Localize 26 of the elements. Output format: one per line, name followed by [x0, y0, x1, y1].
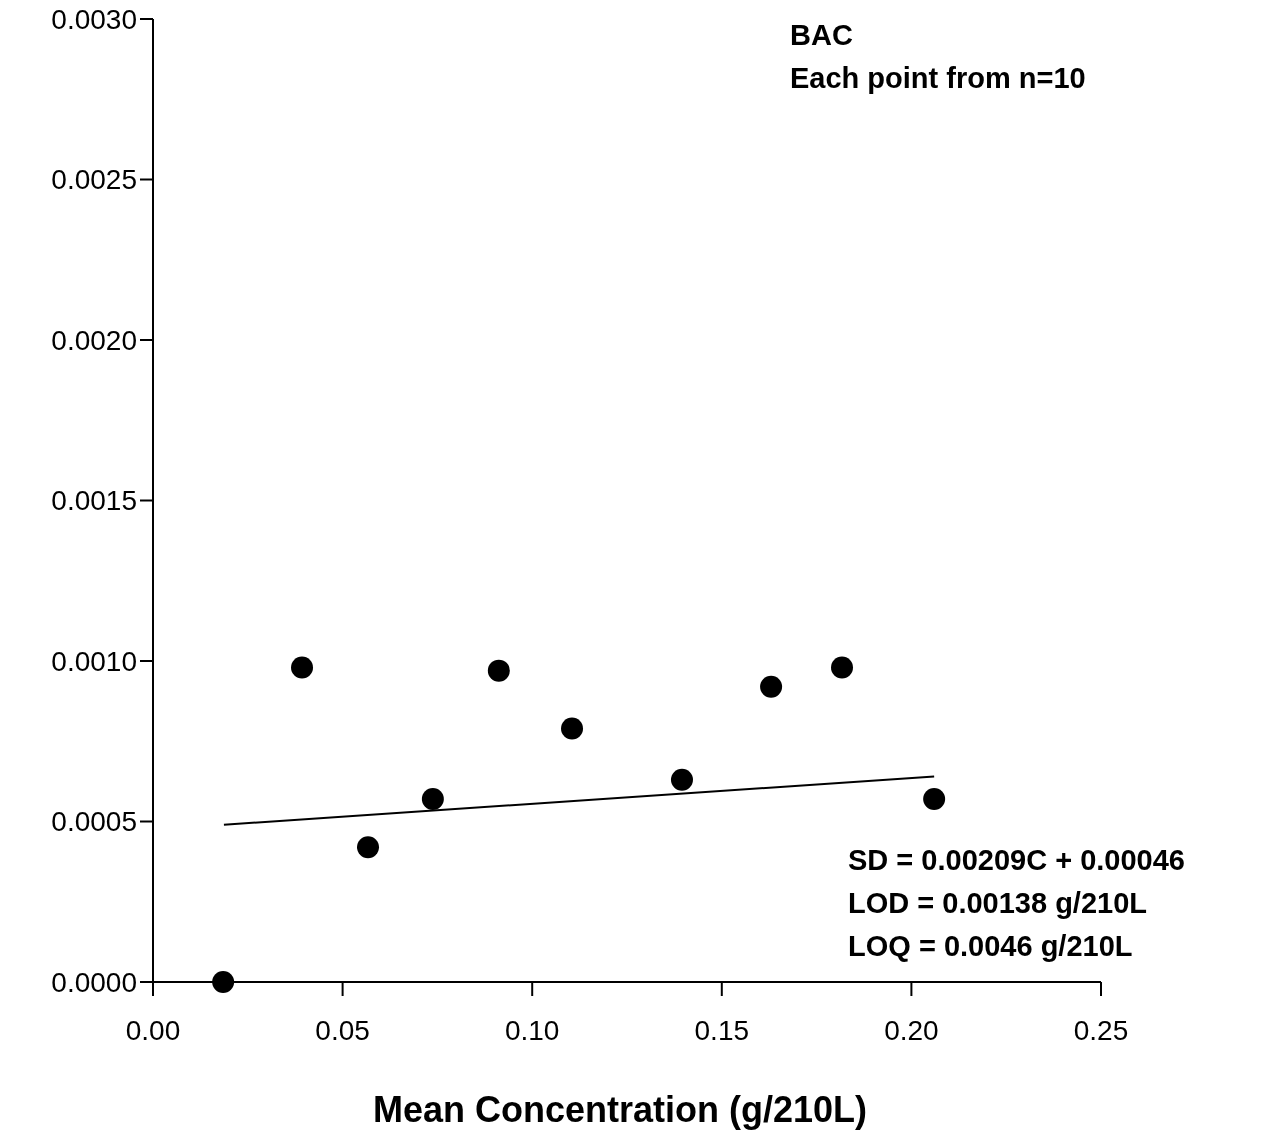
y-tick-label: 0.0005 [51, 806, 137, 838]
annotation: SD = 0.00209C + 0.00046 LOD = 0.00138 g/210L LOQ = 0.0046 g/210L [848, 844, 1185, 962]
point [670, 768, 693, 791]
y-tick-label: 0.0010 [51, 645, 137, 677]
point [561, 717, 584, 740]
annotation: BAC Each point from n=10 [790, 19, 1086, 94]
y-tick-label: 0.0015 [51, 485, 137, 517]
y-tick-label: 0.0030 [51, 3, 137, 35]
y-tick-label: 0.0025 [51, 164, 137, 196]
y-tick-label: 0.0000 [51, 966, 137, 998]
point [487, 659, 510, 682]
x-tick-label: 0.25 [1073, 1015, 1129, 1046]
x-tick-label: 0.15 [694, 1015, 750, 1046]
point [421, 788, 444, 811]
x-tick-label: 0.10 [504, 1015, 560, 1046]
x-tick-label: 0.05 [315, 1015, 370, 1046]
x-tick-label: 0.20 [884, 1015, 939, 1046]
y-tick-label: 0.0020 [51, 324, 137, 356]
point [831, 656, 854, 679]
point [357, 836, 380, 859]
point [923, 788, 946, 811]
x-tick-label: 0.00 [125, 1015, 181, 1046]
x-axis-title: Mean Concentration (g/210L) [372, 1089, 868, 1130]
point [291, 656, 314, 679]
point [212, 971, 235, 993]
point [760, 675, 783, 698]
